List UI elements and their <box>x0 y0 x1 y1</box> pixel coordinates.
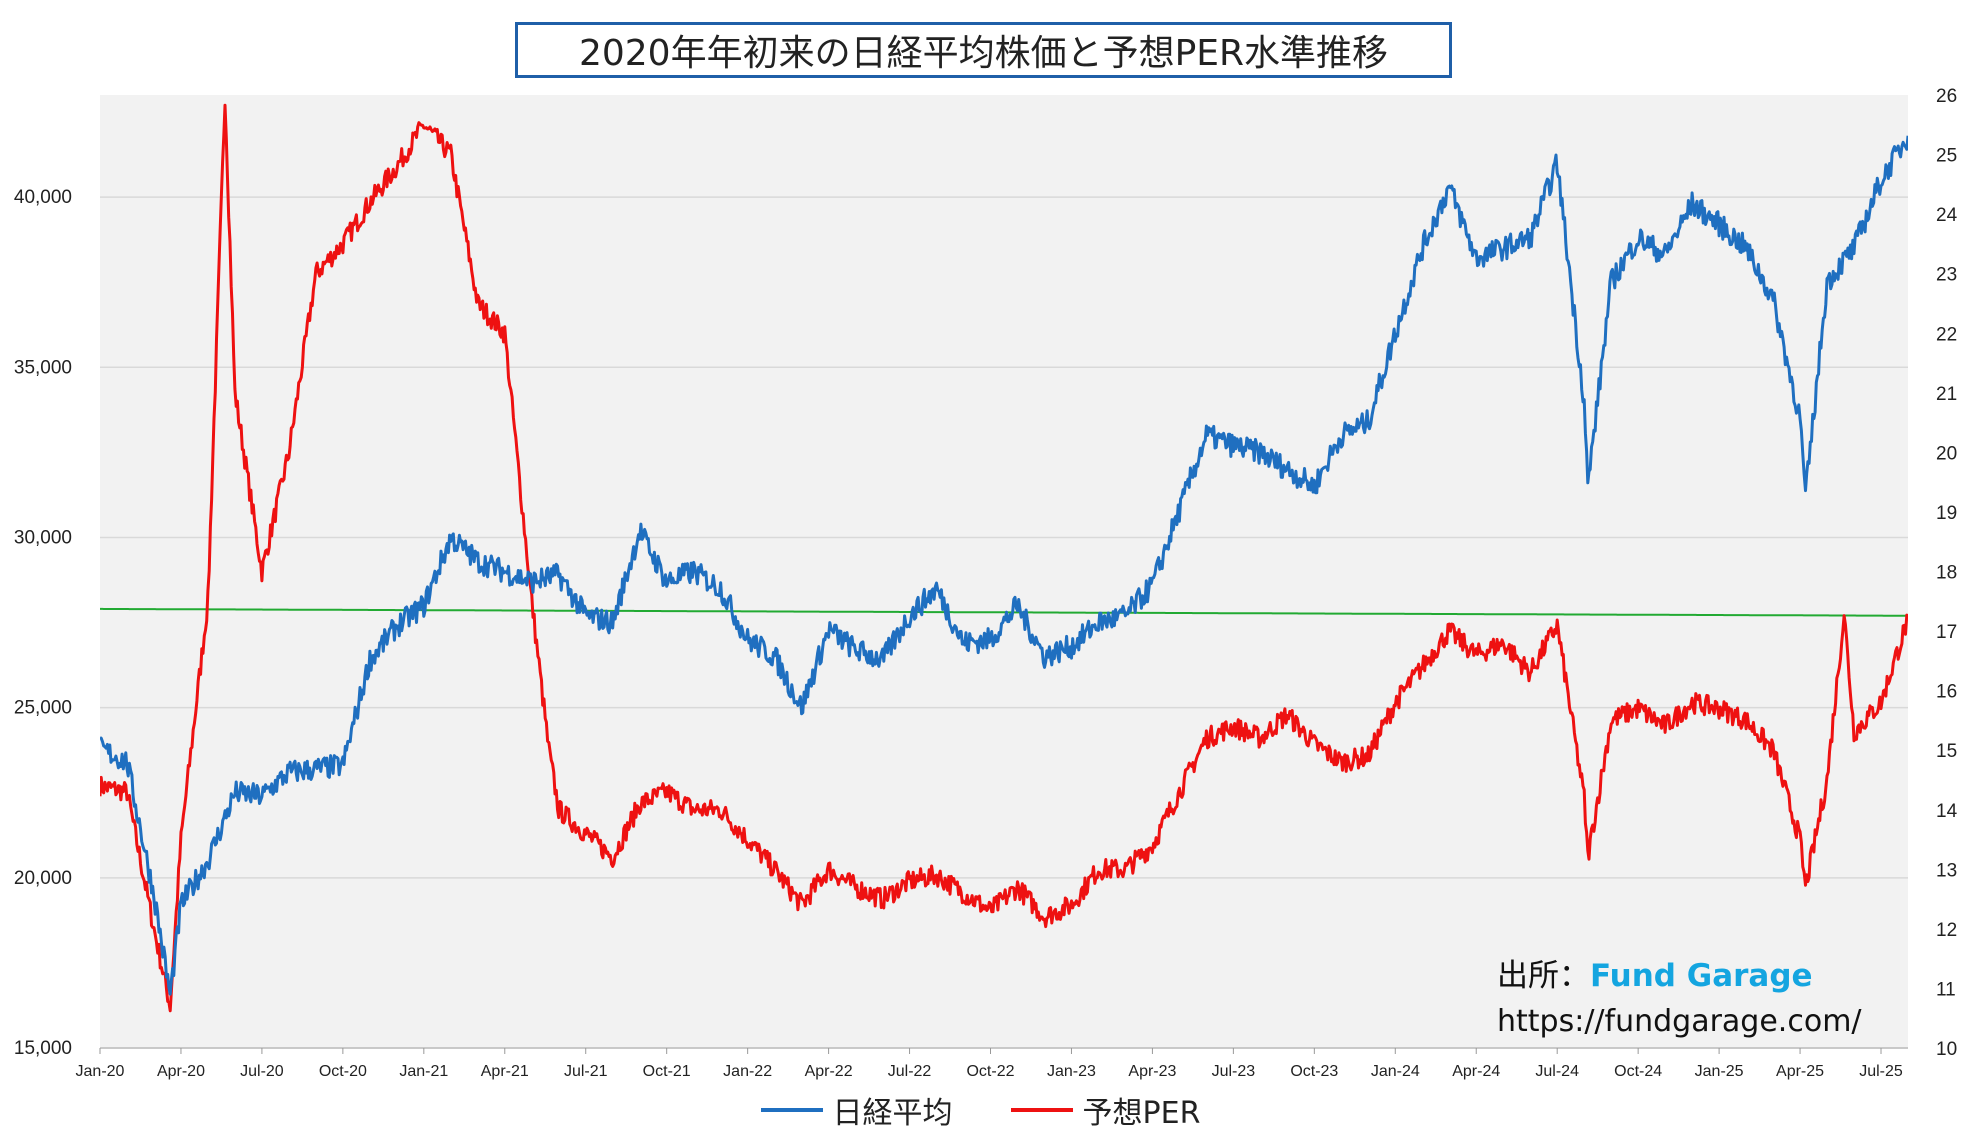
legend-item-nikkei: 日経平均 <box>760 1088 953 1132</box>
x-tick-label: Jul-20 <box>240 1063 284 1080</box>
legend-label-nikkei: 日経平均 <box>832 1096 953 1131</box>
y-right-tick-label: 25 <box>1936 146 1957 167</box>
x-tick-label: Apr-22 <box>805 1063 853 1080</box>
x-tick-label: Jan-24 <box>1371 1063 1420 1080</box>
y-right-tick-label: 16 <box>1936 682 1957 703</box>
x-tick-label: Jul-24 <box>1535 1063 1579 1080</box>
series-line-per <box>100 103 1908 1013</box>
x-tick-label: Oct-21 <box>643 1063 691 1080</box>
y-right-tick-label: 17 <box>1936 622 1957 643</box>
y-left-tick-label: 15,000 <box>14 1038 72 1059</box>
y-right-tick-label: 20 <box>1936 443 1957 464</box>
y-right-tick-label: 11 <box>1936 979 1956 1000</box>
source-credit: 出所：Fund Garage <box>1497 950 1813 995</box>
plot-area <box>100 95 1908 1048</box>
x-tick-label: Apr-25 <box>1776 1063 1824 1080</box>
x-tick-label: Apr-24 <box>1452 1063 1500 1080</box>
x-tick-label: Oct-20 <box>319 1063 367 1080</box>
x-tick-label: Jul-21 <box>564 1063 608 1080</box>
y-right-tick-label: 10 <box>1936 1039 1957 1060</box>
y-right-tick-label: 26 <box>1936 86 1957 107</box>
y-left-tick-label: 30,000 <box>14 527 72 548</box>
x-tick-label: Oct-22 <box>966 1063 1014 1080</box>
x-tick-label: Oct-24 <box>1614 1063 1662 1080</box>
legend-label-per: 予想PER <box>1082 1096 1201 1131</box>
x-tick-label: Jul-22 <box>888 1063 932 1080</box>
y-right-tick-label: 14 <box>1936 801 1958 822</box>
source-label: 出所： <box>1497 958 1590 994</box>
legend-swatch-nikkei <box>760 1108 823 1112</box>
x-tick-label: Jan-22 <box>723 1063 772 1080</box>
x-tick-label: Apr-23 <box>1128 1063 1176 1080</box>
y-right-tick-label: 21 <box>1936 384 1957 405</box>
trend-line <box>100 607 1908 617</box>
chart-legend: 日経平均 予想PER <box>0 1088 1961 1132</box>
y-left-tick-label: 35,000 <box>14 357 72 378</box>
x-tick-label: Apr-20 <box>157 1063 205 1080</box>
y-right-tick-label: 15 <box>1936 741 1957 762</box>
y-right-tick-label: 13 <box>1936 860 1957 881</box>
legend-item-per: 予想PER <box>1010 1088 1201 1132</box>
y-right-tick-label: 19 <box>1936 503 1957 524</box>
x-tick-label: Jul-23 <box>1212 1063 1256 1080</box>
y-right-tick-label: 22 <box>1936 324 1957 345</box>
source-url: https://fundgarage.com/ <box>1497 1004 1862 1039</box>
y-right-tick-label: 23 <box>1936 265 1957 286</box>
y-left-tick-label: 40,000 <box>14 187 72 208</box>
x-tick-label: Apr-21 <box>481 1063 529 1080</box>
x-tick-label: Jan-23 <box>1047 1063 1096 1080</box>
y-left-tick-label: 25,000 <box>14 698 72 719</box>
x-tick-label: Jan-21 <box>399 1063 448 1080</box>
chart-title: 2020年年初来の日経平均株価と予想PER水準推移 <box>578 33 1389 74</box>
legend-swatch-per <box>1010 1108 1073 1112</box>
y-right-tick-label: 18 <box>1936 563 1957 584</box>
x-tick-label: Jan-25 <box>1695 1063 1744 1080</box>
series-line-nikkei <box>100 135 1908 996</box>
x-tick-label: Jan-20 <box>76 1063 125 1080</box>
y-left-tick-label: 20,000 <box>14 868 72 889</box>
x-tick-label: Oct-23 <box>1290 1063 1338 1080</box>
x-tick-label: Jul-25 <box>1859 1063 1903 1080</box>
y-right-tick-label: 12 <box>1936 920 1957 941</box>
source-brand: Fund Garage <box>1590 958 1813 994</box>
chart-title-box: 2020年年初来の日経平均株価と予想PER水準推移 <box>515 22 1452 78</box>
y-right-tick-label: 24 <box>1936 205 1958 226</box>
